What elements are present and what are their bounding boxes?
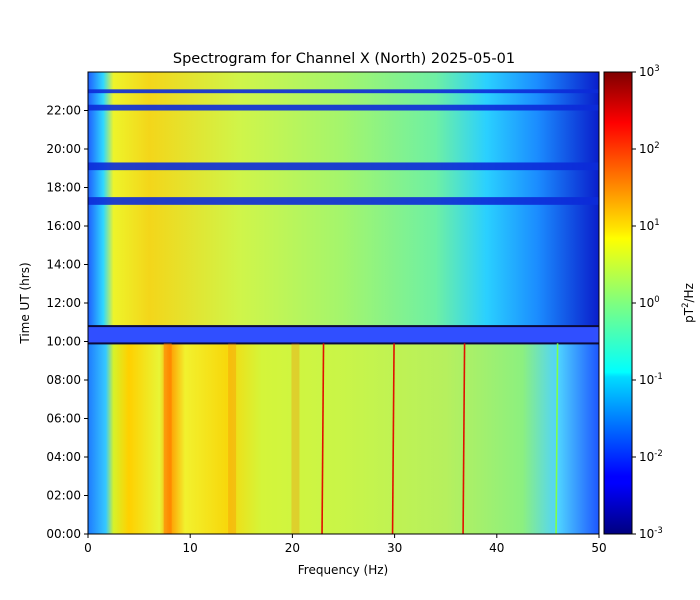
y-tick-label: 14:00 <box>46 258 81 272</box>
spectral-line <box>555 343 559 535</box>
colorbar-tick-label: 10-1 <box>639 372 663 387</box>
spectral-line <box>228 343 237 534</box>
y-tick-label: 16:00 <box>46 219 81 233</box>
x-axis: 0 10 20 30 40 50 <box>84 534 607 555</box>
x-tick-label: 30 <box>387 541 402 555</box>
colorbar-tick-label: 102 <box>639 141 660 156</box>
x-axis-label: Frequency (Hz) <box>298 563 389 577</box>
y-tick-label: 08:00 <box>46 373 81 387</box>
plot-area <box>87 71 600 535</box>
low-power-band <box>88 326 599 344</box>
colorbar-tick-label: 100 <box>639 295 660 310</box>
y-tick-label: 06:00 <box>46 412 81 426</box>
low-power-band <box>88 162 599 171</box>
low-power-band <box>88 89 599 94</box>
spectral-line <box>291 343 300 534</box>
y-tick-label: 04:00 <box>46 450 81 464</box>
low-power-band <box>88 104 599 111</box>
colorbar-label: pT2/Hz <box>681 283 696 323</box>
y-tick-label: 12:00 <box>46 296 81 310</box>
spectral-line <box>163 343 172 534</box>
spectral-line <box>391 343 395 535</box>
spectral-line <box>462 343 466 535</box>
y-tick-label: 10:00 <box>46 335 81 349</box>
x-tick-label: 50 <box>591 541 606 555</box>
colorbar-ticks: 10-3 10-2 10-1 100 101 102 103 <box>632 64 663 541</box>
y-axis-label: Time UT (hrs) <box>18 262 32 344</box>
y-tick-label: 22:00 <box>46 104 81 118</box>
colorbar-label-sup: 2 <box>681 303 691 308</box>
spectrum-band-lower <box>88 343 599 534</box>
y-tick-label: 00:00 <box>46 527 81 541</box>
colorbar-tick-label: 10-2 <box>639 449 663 464</box>
colorbar <box>603 71 633 535</box>
colorbar-tick-label: 101 <box>639 218 660 233</box>
x-tick-label: 0 <box>84 541 92 555</box>
y-tick-label: 20:00 <box>46 142 81 156</box>
colorbar-gradient <box>603 71 633 535</box>
x-tick-label: 20 <box>285 541 300 555</box>
colorbar-label-rest: /Hz <box>682 283 696 302</box>
colorbar-tick-label: 103 <box>639 64 660 79</box>
spectral-line <box>321 343 325 535</box>
colorbar-tick-label: 10-3 <box>639 526 663 541</box>
x-tick-label: 40 <box>489 541 504 555</box>
y-tick-label: 02:00 <box>46 489 81 503</box>
x-tick-label: 10 <box>183 541 198 555</box>
gap-edge-line <box>88 342 599 345</box>
y-tick-label: 18:00 <box>46 181 81 195</box>
low-power-band <box>88 197 599 205</box>
y-axis: 00:00 02:00 04:00 06:00 08:00 10:00 12:00 14:00… <box>46 104 88 541</box>
colorbar-label-base: pT <box>682 307 696 323</box>
gap-edge-line <box>88 325 599 328</box>
chart-title: Spectrogram for Channel X (North) 2025-0… <box>173 51 515 67</box>
